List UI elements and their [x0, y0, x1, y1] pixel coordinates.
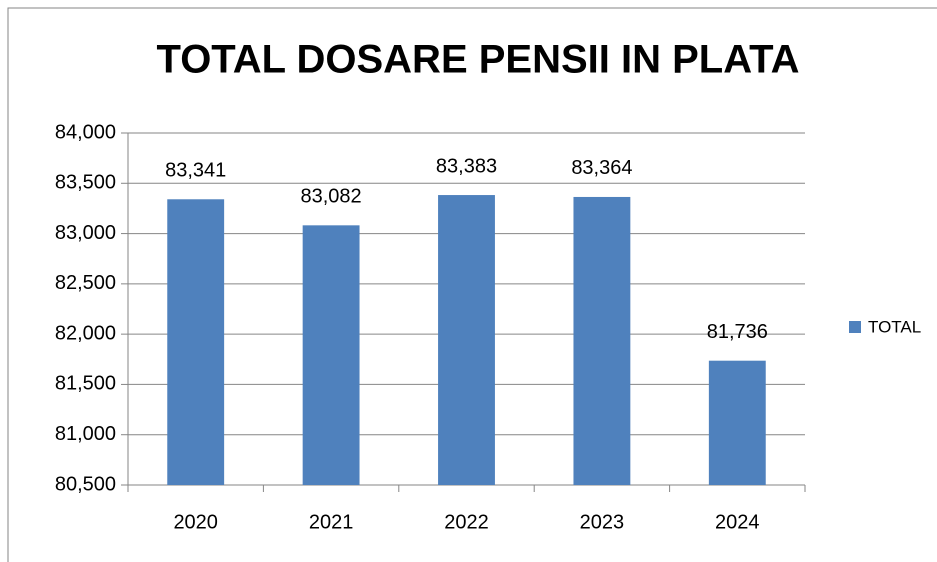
y-tick-label: 83,000: [55, 222, 116, 244]
bar: [573, 196, 631, 485]
legend-label: TOTAL: [868, 317, 921, 336]
x-tick-label: 2020: [173, 511, 218, 533]
value-label: 83,364: [571, 157, 632, 179]
x-tick-label: 2024: [715, 511, 760, 533]
bar: [438, 195, 495, 486]
y-tick-label: 81,500: [55, 373, 116, 395]
y-tick-label: 83,500: [55, 172, 116, 194]
value-label: 81,736: [707, 321, 768, 343]
y-tick-label: 82,500: [55, 272, 116, 294]
bar: [167, 199, 225, 486]
value-label: 83,082: [301, 186, 362, 208]
y-tick-label: 80,500: [55, 473, 116, 495]
bar: [302, 225, 360, 485]
chart-frame: [7, 7, 937, 562]
value-label: 83,341: [165, 160, 226, 182]
y-tick-label: 82,000: [55, 322, 116, 344]
bar: [708, 360, 766, 485]
x-tick-label: 2022: [444, 511, 489, 533]
x-tick-label: 2021: [309, 511, 354, 533]
y-tick-label: 84,000: [55, 121, 116, 143]
x-tick-label: 2023: [580, 511, 625, 533]
value-label: 83,383: [436, 155, 497, 177]
legend-swatch: [849, 321, 861, 333]
chart-title: TOTAL DOSARE PENSII IN PLATA: [156, 38, 799, 82]
y-tick-label: 81,000: [55, 423, 116, 445]
